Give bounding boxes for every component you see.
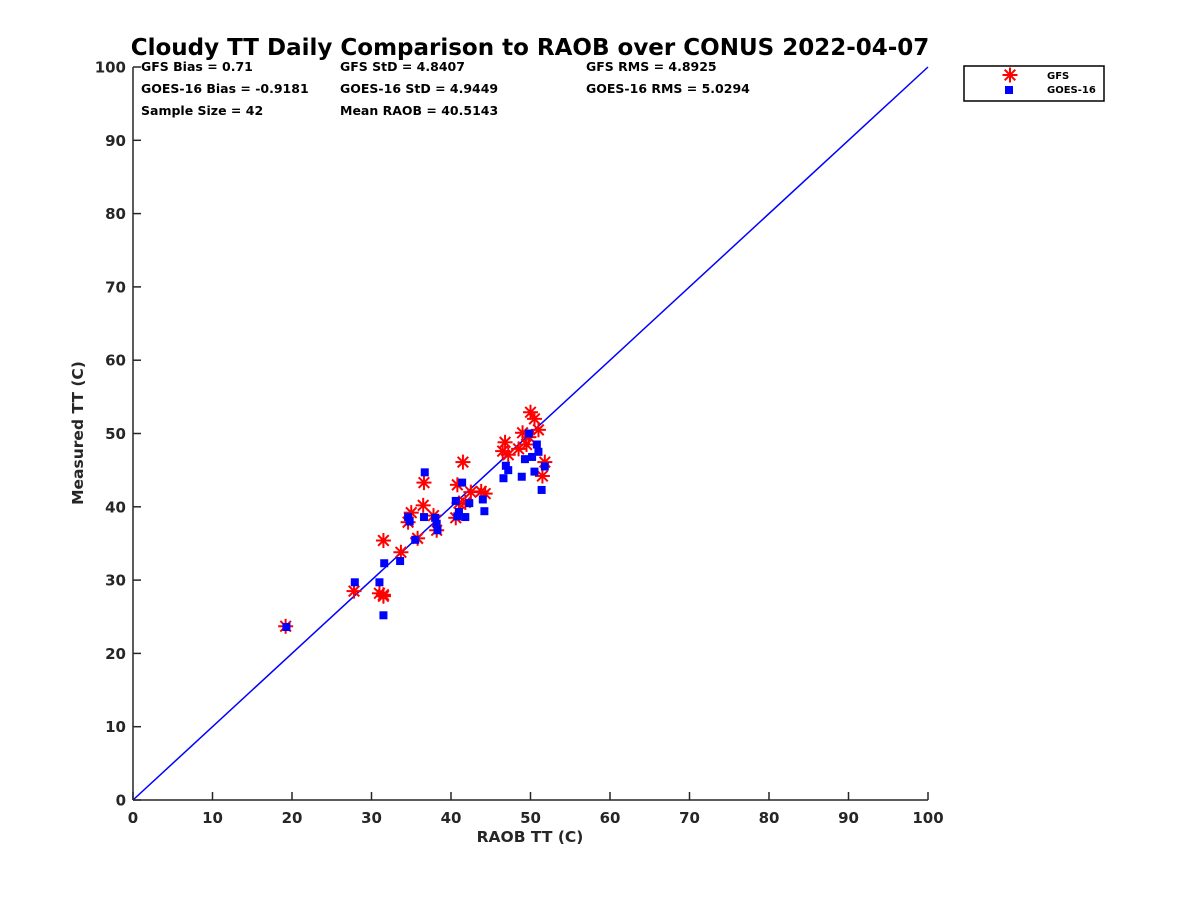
goes16-point xyxy=(504,466,513,475)
legend-gfs-marker xyxy=(1002,67,1018,83)
gfs-point xyxy=(530,422,546,438)
stat-goes16-std: GOES-16 StD = 4.9449 xyxy=(340,81,498,96)
legend-gfs-label: GFS xyxy=(1047,71,1069,82)
goes16-point xyxy=(404,513,413,522)
goes16-point xyxy=(420,468,429,477)
goes16-point xyxy=(431,513,440,522)
gfs-point xyxy=(497,434,513,450)
stat-gfs-bias: GFS Bias = 0.71 xyxy=(141,59,253,74)
goes16-point xyxy=(405,517,414,526)
goes16-point xyxy=(478,495,487,504)
goes16-point xyxy=(540,462,549,471)
statistics-annotations: GFS Bias = 0.71 GFS StD = 4.8407 GFS RMS… xyxy=(141,59,750,118)
goes16-point xyxy=(350,578,359,587)
goes16-point xyxy=(524,429,533,438)
x-tick-label: 50 xyxy=(520,809,541,827)
gfs-point xyxy=(375,587,391,603)
y-tick-label: 30 xyxy=(105,572,126,590)
gfs-point xyxy=(346,583,362,599)
goes16-point xyxy=(433,526,442,535)
gfs-point xyxy=(526,411,542,427)
y-tick-label: 70 xyxy=(105,278,126,296)
y-axis-label: Measured TT (C) xyxy=(69,361,87,505)
goes16-point xyxy=(534,447,543,456)
goes16-point xyxy=(282,623,291,632)
stat-goes16-rms: GOES-16 RMS = 5.0294 xyxy=(586,81,750,96)
chart-title: Cloudy TT Daily Comparison to RAOB over … xyxy=(131,35,930,61)
goes16-point xyxy=(501,461,510,470)
gfs-point xyxy=(375,533,391,549)
goes16-point xyxy=(517,472,526,481)
gfs-point xyxy=(523,404,538,420)
stat-goes16-bias: GOES-16 Bias = -0.9181 xyxy=(141,81,309,96)
goes16-point xyxy=(380,559,389,568)
gfs-point xyxy=(534,468,550,484)
goes16-point xyxy=(432,519,441,528)
x-axis-label: RAOB TT (C) xyxy=(477,828,584,846)
y-tick-label: 0 xyxy=(116,792,126,810)
goes16-point xyxy=(499,474,508,483)
y-tick-label: 20 xyxy=(105,645,126,663)
x-tick-label: 70 xyxy=(679,809,700,827)
plot-area: 0 10 20 30 40 50 60 70 80 90 100 0 10 20 30 40 50 60 70 80… xyxy=(95,59,944,828)
y-tick-label: 10 xyxy=(105,718,126,736)
legend: GFS GOES-16 xyxy=(963,65,1105,102)
gfs-point xyxy=(519,436,535,452)
gfs-point xyxy=(415,497,431,513)
goes16-point xyxy=(419,513,428,522)
goes16-point xyxy=(379,611,388,620)
legend-gfs-asterisk xyxy=(1002,67,1018,83)
goes16-point xyxy=(520,455,529,464)
legend-goes16-square xyxy=(1005,86,1013,94)
stat-mean-raob: Mean RAOB = 40.5143 xyxy=(340,103,498,118)
goes16-point xyxy=(451,496,460,505)
x-tick-label: 20 xyxy=(282,809,303,827)
goes16-point xyxy=(453,512,462,521)
y-tick-label: 80 xyxy=(105,205,126,223)
gfs-point xyxy=(455,454,471,470)
y-tick-label: 100 xyxy=(95,59,126,77)
x-tick-label: 80 xyxy=(759,809,780,827)
goes16-point xyxy=(530,467,539,476)
goes16-point xyxy=(537,485,546,494)
y-axis-ticks: 0 10 20 30 40 50 60 70 80 90 100 xyxy=(95,59,141,810)
x-tick-label: 60 xyxy=(600,809,621,827)
x-tick-label: 100 xyxy=(912,809,943,827)
goes16-point xyxy=(396,557,405,566)
y-tick-label: 40 xyxy=(105,498,126,516)
y-tick-label: 90 xyxy=(105,132,126,150)
y-tick-label: 60 xyxy=(105,352,126,370)
gfs-point xyxy=(393,544,409,560)
x-tick-label: 40 xyxy=(441,809,462,827)
goes16-point xyxy=(532,440,541,449)
x-axis-ticks: 0 10 20 30 40 50 60 70 80 90 100 xyxy=(128,792,944,827)
x-tick-label: 30 xyxy=(361,809,382,827)
stat-gfs-std: GFS StD = 4.8407 xyxy=(340,59,465,74)
goes16-point xyxy=(480,507,489,516)
legend-goes16-label: GOES-16 xyxy=(1047,85,1096,96)
stat-sample-size: Sample Size = 42 xyxy=(141,103,263,118)
gfs-point xyxy=(500,447,516,463)
goes16-point xyxy=(461,513,470,522)
x-tick-label: 90 xyxy=(838,809,859,827)
gfs-point xyxy=(416,475,432,491)
goes16-point xyxy=(528,452,537,461)
legend-goes16-marker xyxy=(1005,86,1013,94)
data-points xyxy=(278,404,553,634)
x-tick-label: 10 xyxy=(202,809,223,827)
stat-gfs-rms: GFS RMS = 4.8925 xyxy=(586,59,717,74)
y-tick-label: 50 xyxy=(105,425,126,443)
goes16-point xyxy=(375,578,384,587)
goes16-point xyxy=(458,478,467,487)
goes16-point xyxy=(454,507,463,516)
x-tick-label: 0 xyxy=(128,809,138,827)
goes16-point xyxy=(465,499,474,508)
legend-box xyxy=(963,65,1105,102)
goes16-point xyxy=(411,535,420,544)
